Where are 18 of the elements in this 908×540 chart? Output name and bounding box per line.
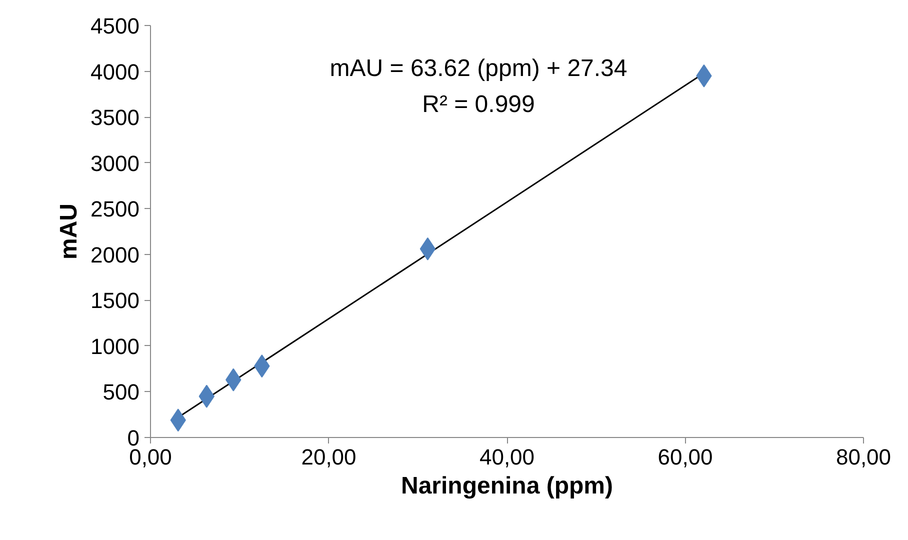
annotation: R² = 0.999	[422, 91, 535, 118]
y-axis-title: mAU	[56, 203, 83, 260]
y-tick-label: 2500	[90, 196, 140, 222]
x-tick-label: 20,00	[301, 444, 356, 470]
y-tick-label: 2000	[90, 242, 140, 268]
y-tick-label: 1000	[90, 334, 140, 359]
x-tick-label: 60,00	[658, 444, 713, 470]
y-tick-label: 3000	[90, 150, 140, 176]
x-axis-title: Naringenina (ppm)	[401, 472, 614, 500]
annotation: mAU = 63.62 (ppm) + 27.34	[330, 55, 628, 82]
y-tick-label: 4500	[90, 14, 140, 38]
y-tick-label: 500	[102, 380, 140, 405]
y-tick-label: 1500	[90, 288, 140, 314]
y-tick-label: 3500	[90, 105, 140, 130]
point	[420, 237, 436, 260]
y-tick-label: 4000	[90, 59, 140, 84]
x-tick-label: 40,00	[479, 444, 535, 470]
x-tick-label: 80,00	[836, 444, 892, 470]
